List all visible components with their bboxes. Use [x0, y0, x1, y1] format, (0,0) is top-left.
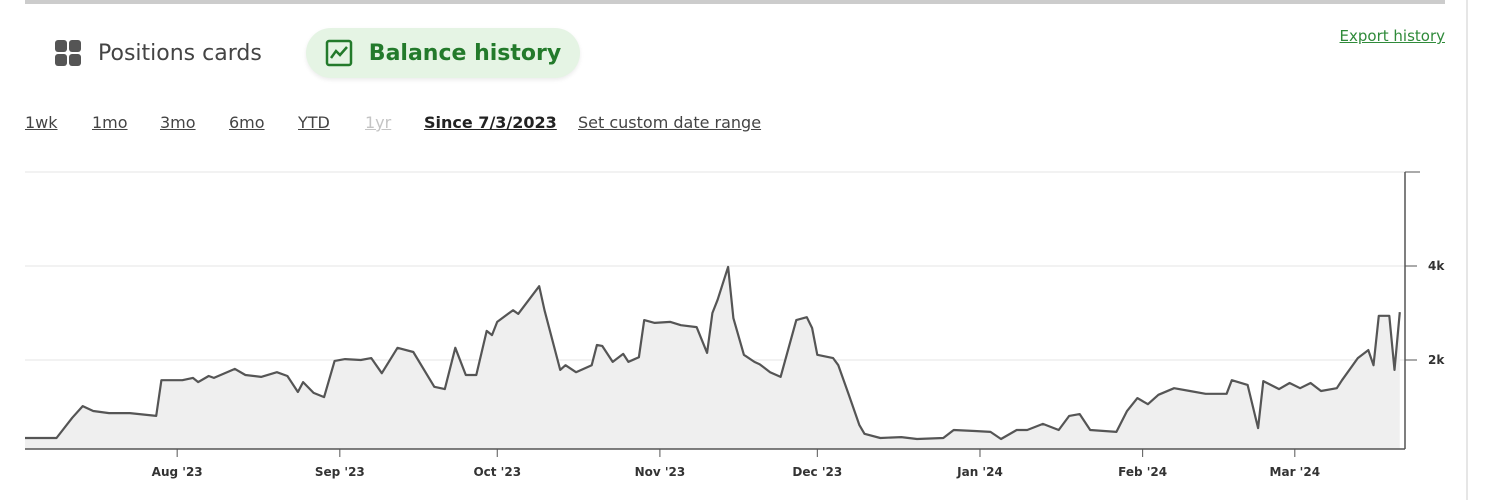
x-tick-label: Sep '23 — [315, 465, 365, 479]
x-tick-label: Mar '24 — [1270, 465, 1321, 479]
x-tick-label: Oct '23 — [473, 465, 521, 479]
range-link[interactable]: 1wk — [25, 113, 58, 132]
tab-active[interactable]: Balance history — [306, 28, 580, 78]
range-link[interactable]: YTD — [298, 113, 330, 132]
x-tick-label: Nov '23 — [635, 465, 686, 479]
balance-line — [25, 265, 1401, 441]
range-link[interactable]: Set custom date range — [578, 113, 762, 132]
export-link[interactable]: Export history — [1339, 27, 1445, 45]
grid-icon — [55, 40, 81, 66]
y-tick-label: 2k — [1428, 353, 1445, 367]
y-tick-label: 4k — [1428, 259, 1445, 273]
x-tick-label: Jan '24 — [956, 465, 1003, 479]
range-link[interactable]: Since 7/3/2023 — [424, 113, 557, 132]
range-link[interactable]: 3mo — [160, 113, 196, 132]
range-link[interactable]: 1mo — [92, 113, 128, 132]
top-bar — [25, 0, 1445, 4]
range-link: 1yr — [365, 113, 392, 132]
tab-label: Balance history — [368, 40, 562, 66]
x-tick-label: Feb '24 — [1118, 465, 1167, 479]
area-fill — [25, 266, 1400, 449]
range-link[interactable]: 6mo — [229, 113, 265, 132]
tab[interactable]: Positions cards — [52, 28, 262, 78]
chart-icon — [325, 39, 353, 67]
x-tick-label: Aug '23 — [152, 465, 203, 479]
panel-border — [1466, 0, 1468, 500]
tab-label: Positions cards — [98, 40, 262, 66]
x-tick-label: Dec '23 — [792, 465, 842, 479]
